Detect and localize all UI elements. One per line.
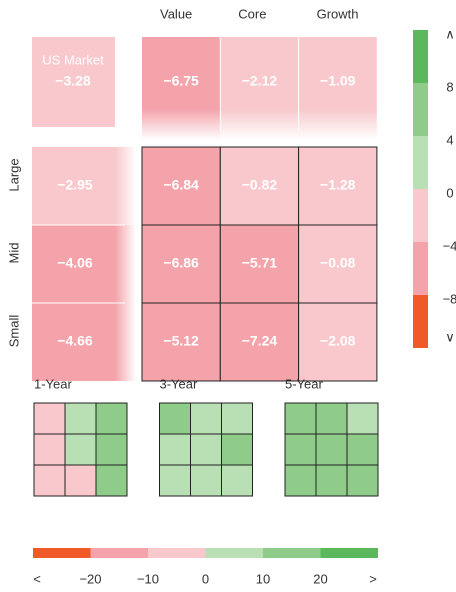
period-scale-band xyxy=(205,548,263,558)
period-cell xyxy=(159,402,191,435)
period-cell xyxy=(315,464,348,497)
period-cell xyxy=(284,433,317,466)
period-scale-tick-label: −20 xyxy=(79,571,101,586)
scale-band xyxy=(413,83,428,136)
scale-band xyxy=(413,136,428,189)
column-total-cell xyxy=(142,37,221,140)
period-cell xyxy=(159,433,191,466)
column-total-cell xyxy=(220,37,299,140)
scale-tick-label: 8 xyxy=(446,79,453,94)
grid-value: −0.08 xyxy=(320,255,356,271)
grid-cell xyxy=(141,302,221,382)
period-cell xyxy=(346,402,379,435)
period-cell xyxy=(95,433,128,466)
row-header: Mid xyxy=(6,243,21,264)
scale-tick-label: −4 xyxy=(443,238,456,253)
period-cell xyxy=(190,433,222,466)
period-cell xyxy=(221,433,253,466)
grid-value: −5.12 xyxy=(163,333,199,349)
scale-band xyxy=(413,30,428,83)
grid-value: −7.24 xyxy=(242,333,278,349)
period-scale-band xyxy=(90,548,148,558)
period-cell xyxy=(190,402,222,435)
scale-bottom-label: ∨ xyxy=(445,329,455,344)
period-scale-high-label: > xyxy=(369,571,377,586)
row-total-cell xyxy=(32,225,136,303)
grid-cell xyxy=(141,224,221,304)
period-cell xyxy=(64,433,97,466)
market-value: −3.28 xyxy=(55,73,91,89)
period-scale-band xyxy=(33,548,91,558)
market-label: US Market xyxy=(42,52,104,67)
period-scale-band xyxy=(148,548,206,558)
grid-value: −6.84 xyxy=(163,177,199,193)
grid-value: −5.71 xyxy=(242,255,278,271)
row-total-value: −4.06 xyxy=(57,255,93,271)
column-total-cell xyxy=(298,37,377,140)
row-total-cell xyxy=(32,147,136,225)
period-cell xyxy=(221,464,253,497)
grid-value: −2.08 xyxy=(320,333,356,349)
scale-tick-label: 0 xyxy=(446,185,453,200)
grid-value: −1.28 xyxy=(320,177,356,193)
period-cell xyxy=(221,402,253,435)
scale-band xyxy=(413,295,428,348)
period-title: 1-Year xyxy=(34,376,72,391)
period-cell xyxy=(159,464,191,497)
row-total-value: −2.95 xyxy=(57,177,93,193)
period-cell xyxy=(95,402,128,435)
period-cell xyxy=(315,433,348,466)
period-scale-band xyxy=(263,548,321,558)
period-scale-tick-label: 20 xyxy=(313,571,327,586)
period-cell xyxy=(33,464,66,497)
period-title: 5-Year xyxy=(285,376,323,391)
period-scale-tick-label: 0 xyxy=(202,571,209,586)
column-header: Core xyxy=(238,6,266,21)
market-cell xyxy=(32,37,115,127)
row-total-cell xyxy=(32,303,136,381)
grid-cell xyxy=(219,302,300,382)
grid-cell xyxy=(298,224,378,304)
period-scale-tick-label: 10 xyxy=(256,571,270,586)
column-total-value: −6.75 xyxy=(163,73,199,89)
scale-band xyxy=(413,189,428,242)
period-scale-band xyxy=(320,548,378,558)
period-cell xyxy=(190,464,222,497)
period-cell xyxy=(315,402,348,435)
period-cell xyxy=(33,402,66,435)
period-cell xyxy=(346,433,379,466)
grid-cell xyxy=(298,302,378,382)
period-scale-low-label: < xyxy=(33,571,41,586)
scale-tick-label: 4 xyxy=(446,132,453,147)
period-cell xyxy=(346,464,379,497)
period-cell xyxy=(284,464,317,497)
period-cell xyxy=(33,433,66,466)
period-title: 3-Year xyxy=(160,376,198,391)
row-header: Large xyxy=(6,158,21,191)
period-cell xyxy=(95,464,128,497)
scale-band xyxy=(413,242,428,295)
scale-tick-label: −8 xyxy=(443,291,456,306)
period-scale-tick-label: −10 xyxy=(137,571,159,586)
column-header: Growth xyxy=(317,6,359,21)
row-header: Small xyxy=(6,315,21,348)
grid-value: −6.86 xyxy=(163,255,199,271)
row-total-value: −4.66 xyxy=(57,333,93,349)
period-cell xyxy=(284,402,317,435)
column-total-value: −2.12 xyxy=(242,73,278,89)
scale-top-label: ∧ xyxy=(445,26,455,41)
column-total-value: −1.09 xyxy=(320,73,356,89)
period-cell xyxy=(64,464,97,497)
column-header: Value xyxy=(160,6,192,21)
grid-value: −0.82 xyxy=(242,177,278,193)
period-cell xyxy=(64,402,97,435)
grid-cell xyxy=(141,146,221,226)
